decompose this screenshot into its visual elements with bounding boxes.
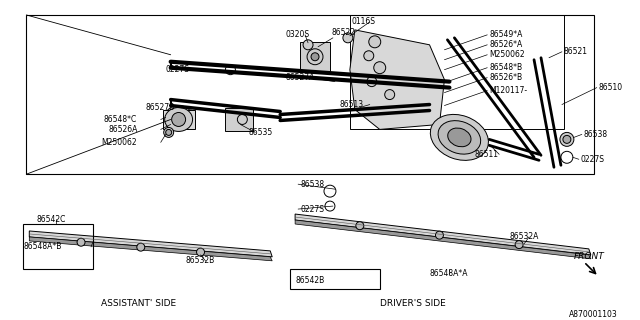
Ellipse shape [324,185,336,197]
Ellipse shape [164,108,193,132]
Ellipse shape [367,77,377,87]
Bar [225,108,253,132]
Ellipse shape [77,238,85,246]
Text: 86548A*B: 86548A*B [23,242,61,252]
Ellipse shape [225,65,236,75]
Text: 86532A: 86532A [509,232,538,242]
Ellipse shape [385,90,395,100]
Text: M250062: M250062 [101,138,136,147]
Polygon shape [295,214,591,255]
Ellipse shape [311,53,319,61]
Ellipse shape [325,201,335,211]
Ellipse shape [166,129,172,135]
Text: 86535: 86535 [248,128,273,137]
Ellipse shape [448,128,471,147]
Text: M250062: M250062 [489,50,525,59]
Ellipse shape [172,110,186,124]
Ellipse shape [435,231,444,239]
Text: 86548*B: 86548*B [489,63,522,72]
Text: 86527B: 86527B [146,103,175,112]
Text: 86538: 86538 [300,180,324,189]
Ellipse shape [343,33,353,43]
Bar [350,15,564,129]
Bar [300,42,330,72]
Text: 0320S: 0320S [285,30,309,39]
Text: 86527A: 86527A [285,73,314,82]
Bar [163,109,195,129]
Ellipse shape [430,115,488,160]
Ellipse shape [364,51,374,61]
Ellipse shape [438,121,481,154]
Text: FRONT: FRONT [574,252,605,261]
Ellipse shape [164,106,193,129]
Text: M120117-: M120117- [489,86,527,95]
Text: 86510: 86510 [599,83,623,92]
Text: 86521: 86521 [564,47,588,56]
Text: 86542B: 86542B [295,276,324,285]
Polygon shape [29,231,272,257]
Ellipse shape [164,127,173,137]
Text: DRIVER'S SIDE: DRIVER'S SIDE [380,299,445,308]
Bar [23,224,93,269]
Text: 86522: 86522 [332,28,356,37]
Ellipse shape [137,243,145,251]
Ellipse shape [560,132,574,146]
Text: ASSISTANT' SIDE: ASSISTANT' SIDE [101,299,176,308]
Text: 86538: 86538 [584,130,608,139]
Ellipse shape [561,151,573,163]
Polygon shape [29,237,272,261]
Ellipse shape [563,135,571,143]
Bar [26,15,594,174]
Text: A870001103: A870001103 [569,310,618,319]
Ellipse shape [237,115,247,124]
Text: 0227S: 0227S [581,155,605,164]
Ellipse shape [175,115,182,120]
Text: 86548*C: 86548*C [104,115,137,124]
Text: 86526*B: 86526*B [489,73,522,82]
Ellipse shape [515,241,523,249]
Ellipse shape [172,113,186,126]
Ellipse shape [303,40,313,50]
Polygon shape [350,30,444,129]
Text: 0227S: 0227S [300,204,324,213]
Ellipse shape [196,248,205,256]
Text: 86511: 86511 [474,150,499,159]
Text: 86549*A: 86549*A [489,30,523,39]
Ellipse shape [369,36,381,48]
Text: 86513: 86513 [340,100,364,109]
Ellipse shape [356,222,364,230]
Polygon shape [295,220,591,259]
Text: 86548A*A: 86548A*A [429,269,468,278]
Text: 86532B: 86532B [186,256,215,265]
Bar [290,269,380,289]
Text: 86526*A: 86526*A [489,40,522,49]
Ellipse shape [307,49,323,65]
Text: 0227S: 0227S [166,65,189,74]
Text: 86526A: 86526A [109,125,138,134]
Text: 86542C: 86542C [36,214,66,224]
Ellipse shape [374,62,386,74]
Text: 0116S: 0116S [352,17,376,27]
